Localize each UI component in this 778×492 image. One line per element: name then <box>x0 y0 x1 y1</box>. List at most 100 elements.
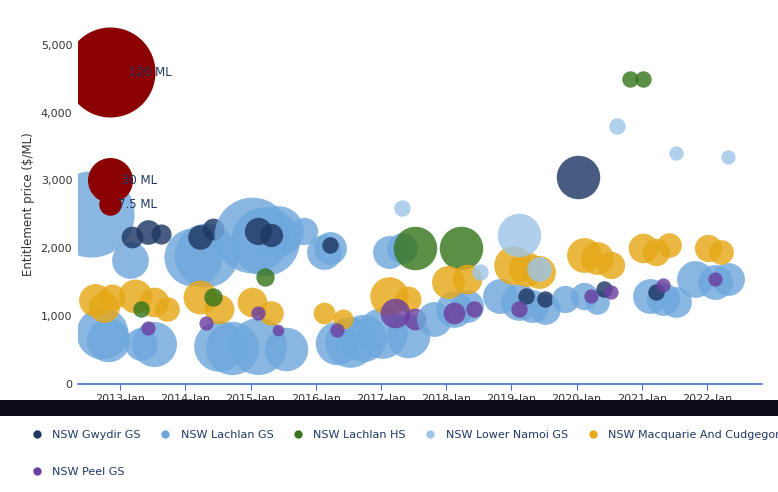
Point <box>272 227 284 235</box>
Point <box>252 227 265 235</box>
Point <box>85 211 97 218</box>
Point <box>428 315 440 323</box>
Point <box>402 333 415 340</box>
Point <box>461 275 473 283</box>
Point <box>265 231 278 239</box>
Point <box>585 292 598 300</box>
Point <box>259 238 272 246</box>
Point <box>670 150 682 157</box>
Point <box>670 299 682 307</box>
Point <box>493 292 506 300</box>
Point <box>106 293 118 301</box>
Point <box>337 315 349 323</box>
Point <box>194 233 206 241</box>
Point <box>461 302 473 310</box>
Point <box>533 268 545 276</box>
Point <box>605 261 617 269</box>
Point <box>265 308 278 316</box>
Point <box>259 273 272 280</box>
Point <box>448 305 461 313</box>
Point <box>702 245 714 252</box>
Point <box>324 245 336 252</box>
Point <box>709 278 721 286</box>
Text: 7.5 ML: 7.5 ML <box>118 198 157 211</box>
Text: 120 ML: 120 ML <box>128 65 171 79</box>
Point <box>572 173 584 181</box>
Point <box>142 324 154 332</box>
Point <box>280 345 293 353</box>
Point <box>148 340 160 348</box>
Point <box>383 247 395 255</box>
Point <box>637 75 650 83</box>
Point <box>637 245 650 252</box>
Point <box>578 292 591 300</box>
Point <box>317 308 330 316</box>
Point <box>624 75 636 83</box>
Point <box>317 247 330 255</box>
Point <box>200 251 212 259</box>
Point <box>96 329 108 337</box>
Point <box>154 230 166 238</box>
Point <box>104 177 117 184</box>
Point <box>663 241 675 249</box>
Point <box>213 342 226 350</box>
Point <box>513 299 525 307</box>
Text: 30 ML: 30 ML <box>122 174 157 187</box>
Point <box>513 305 525 313</box>
Point <box>520 292 532 300</box>
Point <box>402 295 415 303</box>
Point <box>343 338 356 346</box>
Point <box>124 256 136 264</box>
Point <box>722 275 734 283</box>
Point <box>135 305 147 313</box>
Point <box>578 251 591 259</box>
Point <box>526 302 538 310</box>
Point <box>226 344 239 352</box>
Point <box>135 340 147 348</box>
Point <box>506 261 519 269</box>
Point <box>448 308 461 316</box>
Legend: NSW Gwydir GS, NSW Lachlan GS, NSW Lachlan HS, NSW Lower Namoi GS, NSW Macquarie: NSW Gwydir GS, NSW Lachlan GS, NSW Lachl… <box>21 426 778 445</box>
Point <box>383 292 395 300</box>
Point <box>643 292 656 300</box>
Point <box>591 254 604 262</box>
Point <box>246 231 258 239</box>
Point <box>611 123 623 130</box>
Point <box>98 303 110 311</box>
Point <box>213 305 226 313</box>
Point <box>206 293 219 301</box>
Point <box>272 326 284 334</box>
Point <box>559 295 571 303</box>
Point <box>513 231 525 239</box>
Point <box>200 319 212 327</box>
Point <box>454 245 467 252</box>
Point <box>389 308 401 316</box>
Point <box>206 225 219 233</box>
Point <box>715 247 727 255</box>
Point <box>408 315 421 323</box>
Point <box>128 292 141 300</box>
Point <box>324 241 336 249</box>
Point <box>408 245 421 252</box>
Point <box>689 275 702 283</box>
Point <box>605 288 617 296</box>
Point <box>474 268 486 276</box>
Point <box>331 326 343 334</box>
Point <box>194 293 206 301</box>
Point <box>89 297 102 305</box>
Point <box>161 305 173 313</box>
Point <box>102 336 114 343</box>
Point <box>650 288 662 296</box>
Point <box>331 339 343 347</box>
Point <box>533 265 545 273</box>
Point <box>298 227 310 235</box>
Point <box>252 342 265 350</box>
Point <box>722 153 734 161</box>
Point <box>142 228 154 236</box>
Point <box>126 233 138 241</box>
Point <box>104 200 117 208</box>
Point <box>657 295 669 303</box>
Point <box>709 275 721 283</box>
Point <box>598 285 610 293</box>
Point <box>520 265 532 273</box>
